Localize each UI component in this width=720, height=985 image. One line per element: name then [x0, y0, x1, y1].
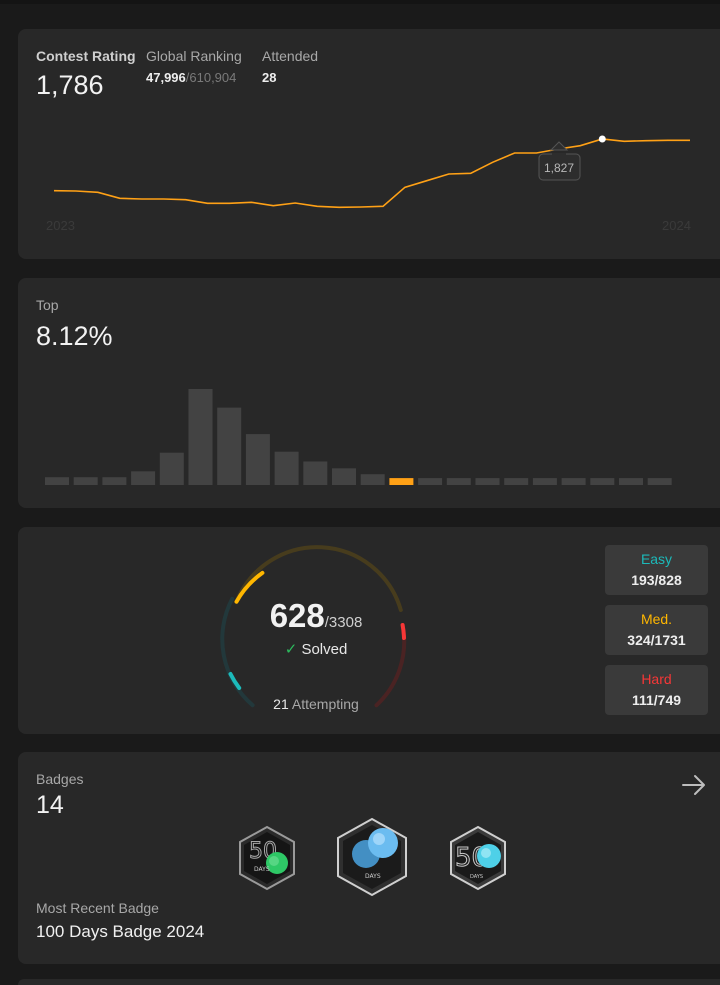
distribution-bar [475, 478, 500, 485]
attempting-label: Attempting [291, 696, 359, 712]
solved-total: /3308 [324, 614, 363, 631]
easy-label: Easy [640, 551, 673, 567]
attempting-count: 21 [273, 696, 289, 712]
distribution-bar [217, 407, 242, 485]
distribution-bar [188, 389, 213, 485]
hard-track [374, 623, 407, 708]
medium-label: Med. [640, 611, 673, 627]
global-ranking-total: /610,904 [185, 70, 237, 85]
tooltip-pointer [549, 141, 569, 151]
solved-count: 628 [269, 597, 325, 634]
distribution-bars [45, 389, 672, 485]
hard-value: 111/749 [631, 692, 682, 708]
year-end-label: 2024 [662, 218, 691, 233]
distribution-bar [45, 477, 69, 485]
most-recent-badge-name: 100 Days Badge 2024 [36, 922, 205, 941]
distribution-bar [647, 478, 672, 485]
attended-value: 28 [262, 70, 277, 85]
distribution-bar-highlight [389, 478, 414, 485]
easy-box[interactable]: Easy 193/828 [605, 545, 708, 595]
distribution-bar [619, 478, 643, 485]
distribution-bar [532, 478, 557, 485]
most-recent-badge-label: Most Recent Badge [36, 900, 159, 916]
next-card-edge [18, 979, 720, 985]
badges-count: 14 [36, 791, 64, 819]
contest-rating-card: Contest Rating 1,786 Global Ranking 47,9… [18, 29, 720, 259]
distribution-bar [360, 474, 385, 485]
easy-progress [228, 672, 242, 690]
global-ranking-stat: Global Ranking 47,996/610,904 [146, 48, 242, 85]
hard-progress [400, 623, 406, 640]
solved-label-row: ✓ Solved [236, 640, 396, 658]
easy-value: 193/828 [631, 572, 682, 588]
badges-label: Badges [36, 771, 84, 787]
solved-center: 628/3308 [236, 597, 396, 635]
distribution-bar [590, 478, 615, 485]
global-ranking-label: Global Ranking [146, 48, 242, 64]
attended-label: Attended [262, 48, 319, 64]
rating-line [53, 138, 690, 209]
solved-card: 628/3308 ✓ Solved 21 Attempting Easy 193… [18, 527, 720, 734]
distribution-bar [274, 451, 299, 485]
medium-box[interactable]: Med. 324/1731 [605, 605, 708, 655]
distribution-bar [446, 478, 471, 485]
arrow-right-icon[interactable] [680, 771, 708, 799]
badge-days-text-3: DAYS [470, 874, 483, 880]
distribution-bar [102, 477, 127, 485]
contest-rating-label: Contest Rating [36, 48, 136, 64]
hard-label: Hard [641, 671, 672, 687]
badge-days-text: DAYS [254, 866, 270, 873]
distribution-bar [561, 478, 586, 485]
top-percent-card: Top 8.12% [18, 278, 720, 508]
tooltip-value: 1,827 [544, 161, 574, 175]
top-value: 8.12% [36, 321, 113, 351]
distribution-bar [303, 461, 328, 485]
rating-highlight-point[interactable] [598, 135, 606, 143]
hard-box[interactable]: Hard 111/749 [605, 665, 708, 715]
distribution-bar [131, 471, 156, 485]
medium-value: 324/1731 [627, 632, 686, 648]
top-label: Top [36, 297, 59, 313]
distribution-bar [418, 478, 443, 485]
badge-50-days-blue[interactable]: 50 DAYS [447, 825, 509, 891]
badges-card: Badges 14 50 DAYS DAYS 50 DAYS Most Rece… [18, 752, 720, 964]
easy-track [220, 596, 255, 708]
distribution-bar [73, 477, 98, 485]
attended-stat: Attended 28 [262, 48, 318, 85]
distribution-bar [504, 478, 529, 485]
global-ranking-value: 47,996/610,904 [146, 70, 242, 85]
attempting-row: 21 Attempting [236, 696, 396, 712]
global-ranking-rank: 47,996 [146, 70, 186, 85]
solved-label: Solved [301, 641, 348, 658]
distribution-bar [159, 452, 184, 485]
badge-100-days-2024[interactable]: DAYS [335, 817, 409, 897]
medium-progress [234, 570, 265, 604]
check-icon: ✓ [284, 641, 298, 658]
distribution-bar-chart [45, 389, 672, 485]
rating-tooltip: 1,827 [538, 141, 581, 181]
distribution-bar [245, 434, 270, 485]
distribution-bar [332, 468, 356, 485]
year-start-label: 2023 [46, 218, 75, 233]
badge-days-text-2: DAYS [365, 873, 381, 880]
rating-line-chart[interactable]: 2023 2024 1,827 [18, 29, 720, 259]
contest-rating-stat: Contest Rating 1,786 [36, 48, 136, 101]
top-divider [0, 0, 720, 4]
contest-rating-value: 1,786 [36, 70, 104, 100]
solved-ring [220, 545, 407, 708]
rating-line-series [53, 135, 690, 209]
medium-track [234, 545, 403, 612]
badge-50-days-green[interactable]: 50 DAYS [236, 825, 298, 891]
